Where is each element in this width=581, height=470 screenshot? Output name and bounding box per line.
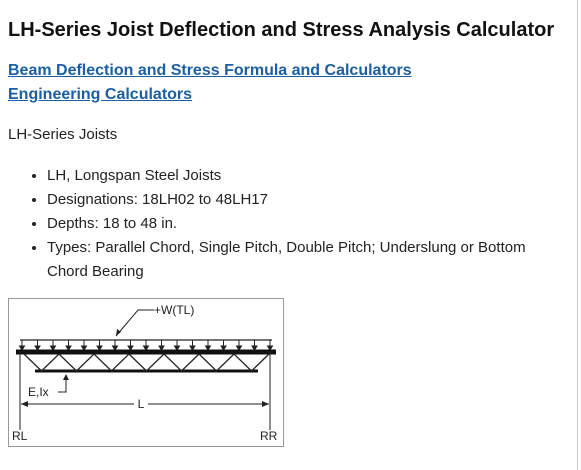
reaction-label: RR [260,429,278,443]
bullet: LH, Longspan Steel Joists [47,164,557,188]
web [23,353,270,372]
paragraph: LH-Series Joists [8,126,118,143]
load-arrowhead [111,345,119,351]
load-arrowhead [127,345,134,351]
leader [58,377,67,393]
load-arrowhead [235,345,243,351]
stiffness-label: E,Ix [28,385,49,399]
load-arrowhead [34,345,41,351]
load-arrowhead [189,345,196,351]
bullet-list: LH, Longspan Steel Joists Designations: … [0,164,557,284]
bullet: Designations: 18LH02 to 48LH17 [47,188,557,212]
leader [115,309,154,337]
load-arrowhead [220,345,227,351]
load-arrowhead [142,345,150,351]
load-arrowhead [49,345,57,351]
label-bg [134,397,148,411]
load-arrowhead [204,345,212,351]
load-arrowhead [173,345,181,351]
page-title: LH-Series Joist Deflection and Stress An… [8,19,555,41]
joist-diagram: L +W(TL) E,Ix RL RR [8,298,284,447]
load-arrowhead [266,345,274,351]
length-label: L [138,397,145,411]
load-arrowhead [65,345,72,351]
load-arrowhead [18,345,26,351]
distributed-load [18,339,274,351]
load-arrowhead [158,345,165,351]
load-arrowhead [96,345,103,351]
load-arrowhead [80,345,88,351]
link[interactable]: Beam Deflection and Stress Formula and C… [8,62,412,79]
bullet: Depths: 18 to 48 in. [47,212,557,236]
load-label: +W(TL) [154,303,194,317]
arrowhead [116,329,121,336]
bullet: Types: Parallel Chord, Single Pitch, Dou… [47,236,557,284]
load-arrowhead [251,345,258,351]
arrowhead [63,374,69,380]
link[interactable]: Engineering Calculators [8,86,193,103]
reaction-label: RL [12,429,28,443]
